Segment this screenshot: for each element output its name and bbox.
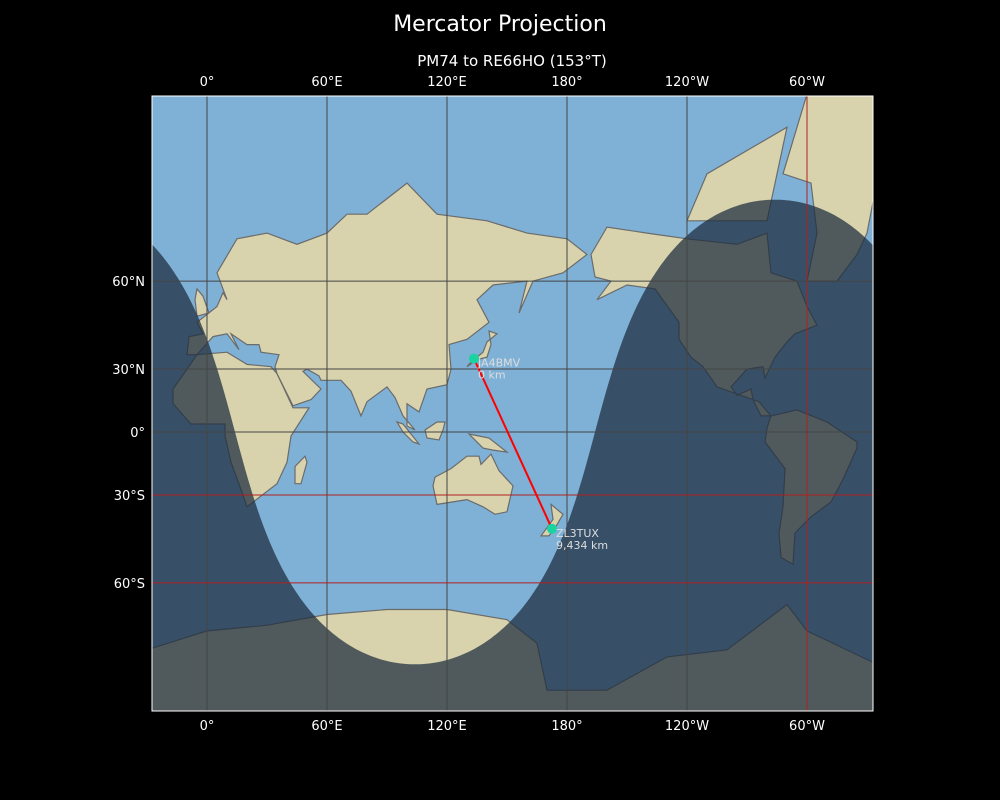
station-marker: [547, 523, 557, 534]
x-tick-label-top: 60°E: [311, 75, 342, 90]
x-tick-label-top: 120°W: [665, 75, 709, 90]
landmass-sumatra: [395, 420, 421, 446]
landmass-eurasia: [186, 182, 588, 431]
station-distance: 9,434 km: [556, 539, 608, 552]
x-tick-label-bottom: 0°: [200, 719, 215, 734]
station-callsign: JA4BMV: [477, 357, 521, 370]
y-tick-label: 30°N: [112, 363, 145, 378]
y-tick-label: 30°S: [114, 489, 145, 504]
figure-title: Mercator Projection: [393, 12, 607, 37]
landmass-borneo: [424, 421, 446, 441]
station-distance: 0 km: [478, 369, 506, 382]
y-tick-label: 60°S: [114, 577, 145, 592]
x-tick-label-top: 0°: [200, 75, 215, 90]
x-tick-label-top: 180°: [551, 75, 582, 90]
x-tick-label-bottom: 120°W: [665, 719, 709, 734]
map-subtitle: PM74 to RE66HO (153°T): [417, 52, 607, 70]
x-tick-label-bottom: 120°E: [427, 719, 467, 734]
landmass-nz: [539, 502, 564, 537]
x-tick-label-bottom: 180°: [551, 719, 582, 734]
gridlines: [152, 96, 873, 711]
station-marker: [469, 353, 479, 364]
landmass-madagascar: [294, 455, 308, 485]
landmass-new-guinea: [467, 433, 510, 454]
x-tick-label-bottom: 60°E: [311, 719, 342, 734]
station-callsign: ZL3TUX: [556, 527, 599, 540]
x-tick-label-bottom: 60°W: [789, 719, 825, 734]
tick-labels: 0° 0° 60°E 60°E 120°E 120°E 180° 180° 120°W 120°W…: [112, 75, 825, 734]
map-frame: [151, 95, 874, 712]
x-tick-label-top: 120°E: [427, 75, 467, 90]
y-tick-label: 60°N: [112, 275, 145, 290]
x-tick-label-top: 60°W: [789, 75, 825, 90]
y-tick-label: 0°: [130, 426, 145, 441]
great-circle-path: [473, 358, 553, 530]
